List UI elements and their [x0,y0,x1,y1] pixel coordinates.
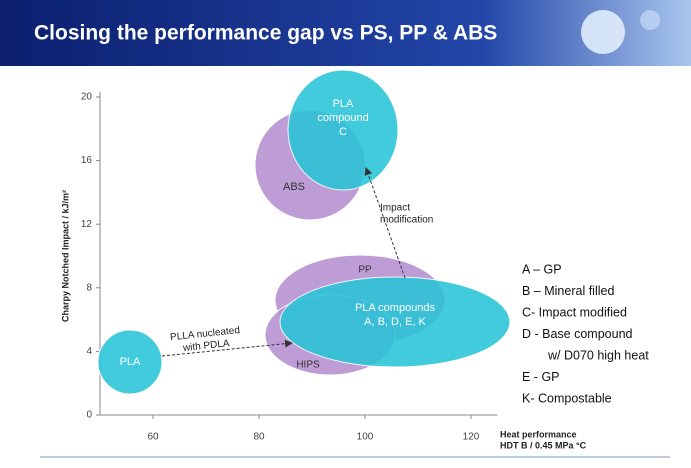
legend-entry: B – Mineral filled [522,284,614,298]
plot: 0 4 8 12 16 20 60 80 100 120 Charpy Notched Impact… [60,69,649,450]
y-tick-label: 8 [86,282,92,293]
y-tick-label: 4 [86,346,92,357]
legend-entry: D - Base compound [522,327,633,341]
region [287,69,399,191]
region [279,276,511,368]
header-bar [0,0,691,66]
region-label: ABS [283,181,305,193]
region-label: C [339,126,347,138]
legend-entry: K- Compostable [522,391,612,405]
region-label: A, B, D, E, K [364,316,426,328]
annotation: with PDLA [181,338,230,354]
y-axis-label: Charpy Notched Impact / kJ/m² [60,190,70,322]
x-axis-label: Heat performance [500,429,577,439]
region-label: PLA [120,356,141,368]
decor-bubble [581,10,625,54]
x-tick-label: 120 [463,432,480,443]
region-label: PP [358,265,372,276]
region-label: PLA compounds [355,302,436,314]
annotation: Impact [380,203,410,214]
region-label: compound [317,112,368,124]
legend-entry: A – GP [522,262,562,276]
annotation: modification [380,215,433,226]
y-tick-label: 20 [81,92,93,103]
arrow [161,339,293,357]
x-axis-label: HDT B / 0.45 MPa °C [500,440,587,450]
x-tick-label: 80 [253,432,265,443]
legend-entry: E - GP [522,370,560,384]
y-tick-label: 12 [81,219,93,230]
legend-entry: w/ D070 high heat [547,348,649,362]
region-label: HIPS [296,360,320,371]
y-tick-label: 0 [86,410,92,421]
slide-title: Closing the performance gap vs PS, PP & … [34,22,497,45]
region [97,329,163,395]
y-tick-label: 16 [81,155,93,166]
region-label: PLA [333,98,354,110]
x-tick-label: 60 [147,432,159,443]
legend-entry: C- Impact modified [522,305,627,319]
arrow [364,167,406,279]
decor-bubble [640,10,660,30]
x-tick-label: 100 [357,432,374,443]
